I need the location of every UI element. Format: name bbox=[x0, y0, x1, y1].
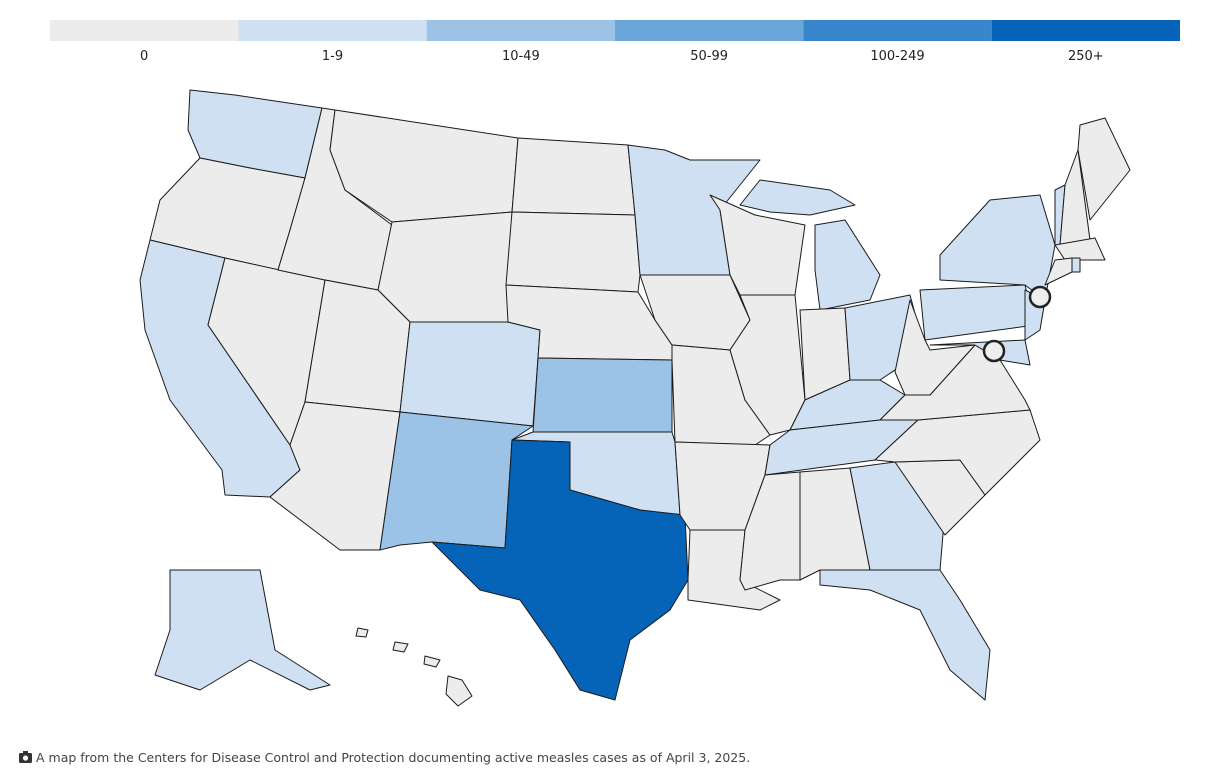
state bbox=[423, 655, 441, 668]
caption: A map from the Centers for Disease Contr… bbox=[36, 750, 750, 765]
state bbox=[929, 339, 1031, 366]
state bbox=[355, 627, 369, 638]
legend-swatch bbox=[991, 20, 1180, 41]
legend-label: 100-249 bbox=[870, 49, 924, 64]
state bbox=[532, 357, 673, 433]
state bbox=[399, 321, 541, 427]
camera-icon bbox=[19, 751, 32, 763]
state bbox=[939, 194, 1056, 301]
state bbox=[814, 219, 881, 311]
state bbox=[1054, 237, 1106, 261]
state bbox=[919, 284, 1036, 341]
city-marker bbox=[1028, 285, 1052, 309]
legend-label: 1-9 bbox=[322, 49, 343, 64]
state bbox=[505, 211, 641, 293]
legend-swatch bbox=[238, 20, 427, 41]
state bbox=[392, 641, 409, 653]
state bbox=[739, 179, 856, 216]
state bbox=[894, 299, 976, 396]
legend-swatch bbox=[615, 20, 804, 41]
legend-swatch bbox=[426, 20, 615, 41]
state bbox=[1071, 257, 1081, 273]
legend-label: 0 bbox=[140, 49, 148, 64]
state bbox=[154, 569, 331, 691]
legend-label: 50-99 bbox=[690, 49, 728, 64]
state bbox=[819, 569, 991, 701]
state bbox=[1077, 117, 1131, 221]
state bbox=[431, 439, 689, 701]
legend: 0 1-9 10-49 50-99 100-249 250+ bbox=[50, 20, 1180, 64]
state bbox=[511, 137, 636, 216]
legend-swatch bbox=[803, 20, 992, 41]
legend-swatch bbox=[50, 20, 239, 41]
state bbox=[377, 211, 513, 323]
state bbox=[445, 675, 473, 707]
city-marker bbox=[982, 339, 1006, 363]
states bbox=[139, 89, 1131, 707]
legend-label: 10-49 bbox=[502, 49, 540, 64]
state bbox=[729, 294, 806, 436]
legend-label: 250+ bbox=[1068, 49, 1104, 64]
